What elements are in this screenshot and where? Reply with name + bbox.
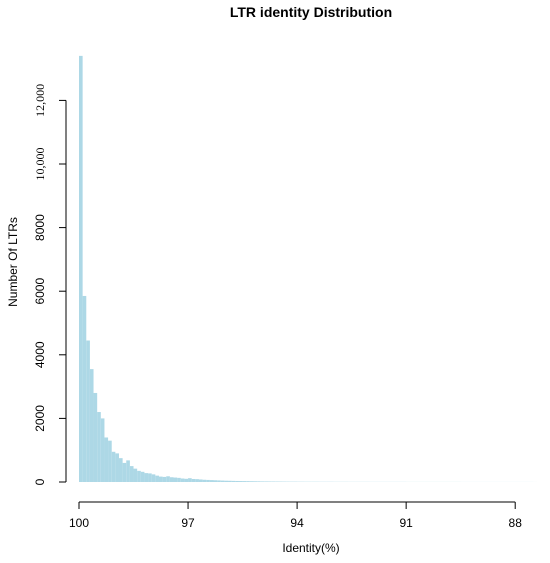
histogram-bar <box>213 480 218 482</box>
histogram-bar <box>79 55 83 482</box>
histogram-bar <box>158 476 163 482</box>
histogram-bar <box>108 440 112 482</box>
histogram-bar <box>253 481 258 482</box>
histogram-bar <box>169 477 174 482</box>
histogram-bar <box>140 471 145 482</box>
histogram-bar <box>260 481 265 482</box>
histogram-bar <box>104 437 109 482</box>
histogram-bar <box>238 481 243 482</box>
x-axis: 100 97 94 91 88 <box>69 501 523 530</box>
histogram-bar <box>129 466 134 482</box>
histogram-bar <box>206 479 210 482</box>
histogram-bar <box>111 451 116 482</box>
histogram-bar <box>228 480 232 482</box>
histogram-bar <box>151 474 156 482</box>
histogram-bar <box>115 453 119 482</box>
histogram-bar <box>242 481 247 482</box>
histogram-bar <box>191 478 196 482</box>
histogram-bar <box>89 369 94 482</box>
histogram-bar <box>166 476 170 482</box>
histogram-bar <box>198 479 203 482</box>
histogram-bar <box>249 481 254 482</box>
y-axis-label: Number Of LTRs <box>6 217 20 307</box>
bars-group <box>79 55 538 482</box>
y-tick-label: 8000 <box>33 214 47 241</box>
histogram-bar <box>122 462 127 482</box>
x-axis-label: Identity(%) <box>282 541 339 555</box>
histogram-bar <box>155 475 159 482</box>
histogram-bar <box>268 481 272 482</box>
histogram-bar <box>86 340 90 482</box>
histogram-bar <box>195 479 199 482</box>
histogram-bar <box>235 480 239 482</box>
histogram-bar <box>264 481 269 482</box>
y-axis: 0 2000 4000 6000 8000 10,000 12,000 <box>33 84 67 485</box>
y-tick-label: 2000 <box>33 405 47 432</box>
histogram-bar <box>231 480 236 482</box>
histogram-bar <box>257 481 261 482</box>
histogram-bar <box>184 478 189 482</box>
x-tick-label: 100 <box>69 516 89 530</box>
histogram-bar <box>148 473 152 482</box>
y-tick-label: 6000 <box>33 278 47 305</box>
histogram-bar <box>133 468 138 482</box>
y-tick-label: 4000 <box>33 341 47 368</box>
histogram-bar <box>217 480 221 482</box>
histogram-bar <box>97 412 101 482</box>
histogram-bar <box>118 458 123 482</box>
histogram-bar <box>162 476 167 482</box>
x-tick-label: 94 <box>290 516 304 530</box>
x-tick-label: 88 <box>509 516 523 530</box>
histogram-bar <box>180 478 185 482</box>
histogram-bar <box>100 418 105 482</box>
histogram-bar <box>93 392 98 482</box>
histogram-bar <box>177 477 181 482</box>
histogram-bar <box>209 480 214 482</box>
histogram-bar <box>246 481 250 482</box>
y-tick-label: 10,000 <box>33 148 47 181</box>
y-tick-label: 0 <box>33 478 47 485</box>
histogram-bar <box>173 477 178 482</box>
histogram-bar <box>220 480 225 482</box>
histogram-bar <box>144 473 149 482</box>
histogram-bar <box>188 478 192 482</box>
histogram-bar <box>202 479 207 482</box>
histogram-bar <box>126 460 130 482</box>
histogram-bar <box>137 470 141 482</box>
histogram-bar <box>82 295 87 482</box>
chart-title: LTR identity Distribution <box>230 4 392 20</box>
y-tick-label: 12,000 <box>33 84 47 117</box>
x-tick-label: 97 <box>181 516 195 530</box>
histogram-bar <box>224 480 229 482</box>
x-tick-label: 91 <box>399 516 413 530</box>
